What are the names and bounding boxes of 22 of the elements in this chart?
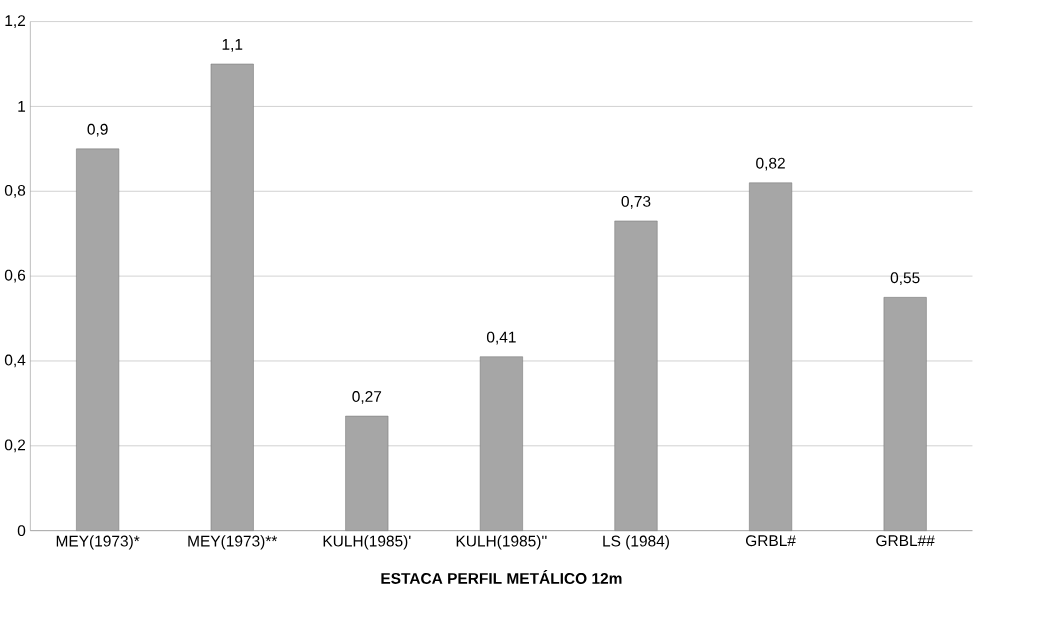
x-tick-label: KULH(1985)' <box>323 535 411 550</box>
y-tick-label: 0,4 <box>4 354 26 368</box>
data-label: 1,1 <box>222 38 243 52</box>
data-label: 0,55 <box>890 272 920 285</box>
x-tick-label: MEY(1973)* <box>56 535 140 550</box>
y-tick-label: 1,2 <box>5 15 26 28</box>
x-tick-label: MEY(1973)** <box>188 535 278 550</box>
data-label: 0,9 <box>87 123 108 137</box>
y-tick-label: 0,6 <box>4 269 26 283</box>
data-label: 0,27 <box>352 390 382 404</box>
y-tick-label: 0,2 <box>4 439 26 453</box>
y-tick-label: 1 <box>18 100 26 112</box>
data-label: 0,41 <box>486 331 516 345</box>
data-label: 0,73 <box>621 195 651 209</box>
y-tick-label: 0,8 <box>4 184 26 198</box>
x-tick-label: KULH(1985)'' <box>456 535 547 550</box>
x-tick-label: LS (1984) <box>603 535 669 550</box>
y-tick-label: 0 <box>17 525 26 536</box>
data-label: 0,82 <box>756 157 785 171</box>
x-tick-label: GRBL## <box>876 535 935 546</box>
x-tick-label: GRBL# <box>745 535 796 546</box>
x-axis-title: ESTACA PERFIL METÁLICO 12m <box>381 569 622 584</box>
